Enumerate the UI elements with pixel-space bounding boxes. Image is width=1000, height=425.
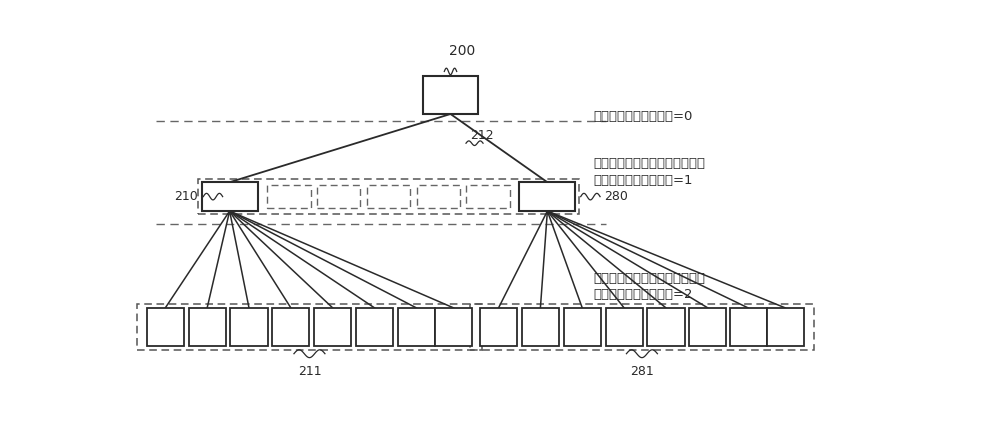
Bar [689,308,726,346]
Bar [564,308,601,346]
Bar [435,308,472,346]
Bar [466,185,510,208]
Text: 281: 281 [630,365,654,377]
Text: 210: 210 [174,190,198,203]
Bar [767,308,804,346]
Bar [314,308,351,346]
Text: 280: 280 [604,190,628,203]
Bar [423,76,478,114]
Bar [519,182,575,211]
Text: 一层级，八叉树深度値=1: 一层级，八叉树深度値=1 [594,174,693,187]
Bar [230,308,268,346]
Bar [317,185,360,208]
Bar [147,308,184,346]
Bar [356,308,393,346]
Bar [522,308,559,346]
Bar [137,303,482,350]
Bar [189,308,226,346]
Text: 200: 200 [449,44,475,58]
Text: 一级目录，八叉树结构数据的第: 一级目录，八叉树结构数据的第 [594,157,706,170]
Text: 二级目录，八叉树结构数据的第: 二级目录，八叉树结构数据的第 [594,272,706,285]
Bar [398,308,435,346]
Bar [647,308,685,346]
Bar [606,308,643,346]
Text: 211: 211 [298,365,321,377]
Bar [198,179,579,214]
Bar [730,308,767,346]
Bar [367,185,410,208]
Text: 根目录，八叉树深度値=0: 根目录，八叉树深度値=0 [594,110,693,123]
Bar [202,182,258,211]
Bar [470,303,814,350]
Bar [272,308,309,346]
Bar [417,185,460,208]
Text: 二层级，八叉树深度値=2: 二层级，八叉树深度値=2 [594,288,693,301]
Bar [480,308,517,346]
Bar [267,185,311,208]
Text: 212: 212 [470,129,494,142]
